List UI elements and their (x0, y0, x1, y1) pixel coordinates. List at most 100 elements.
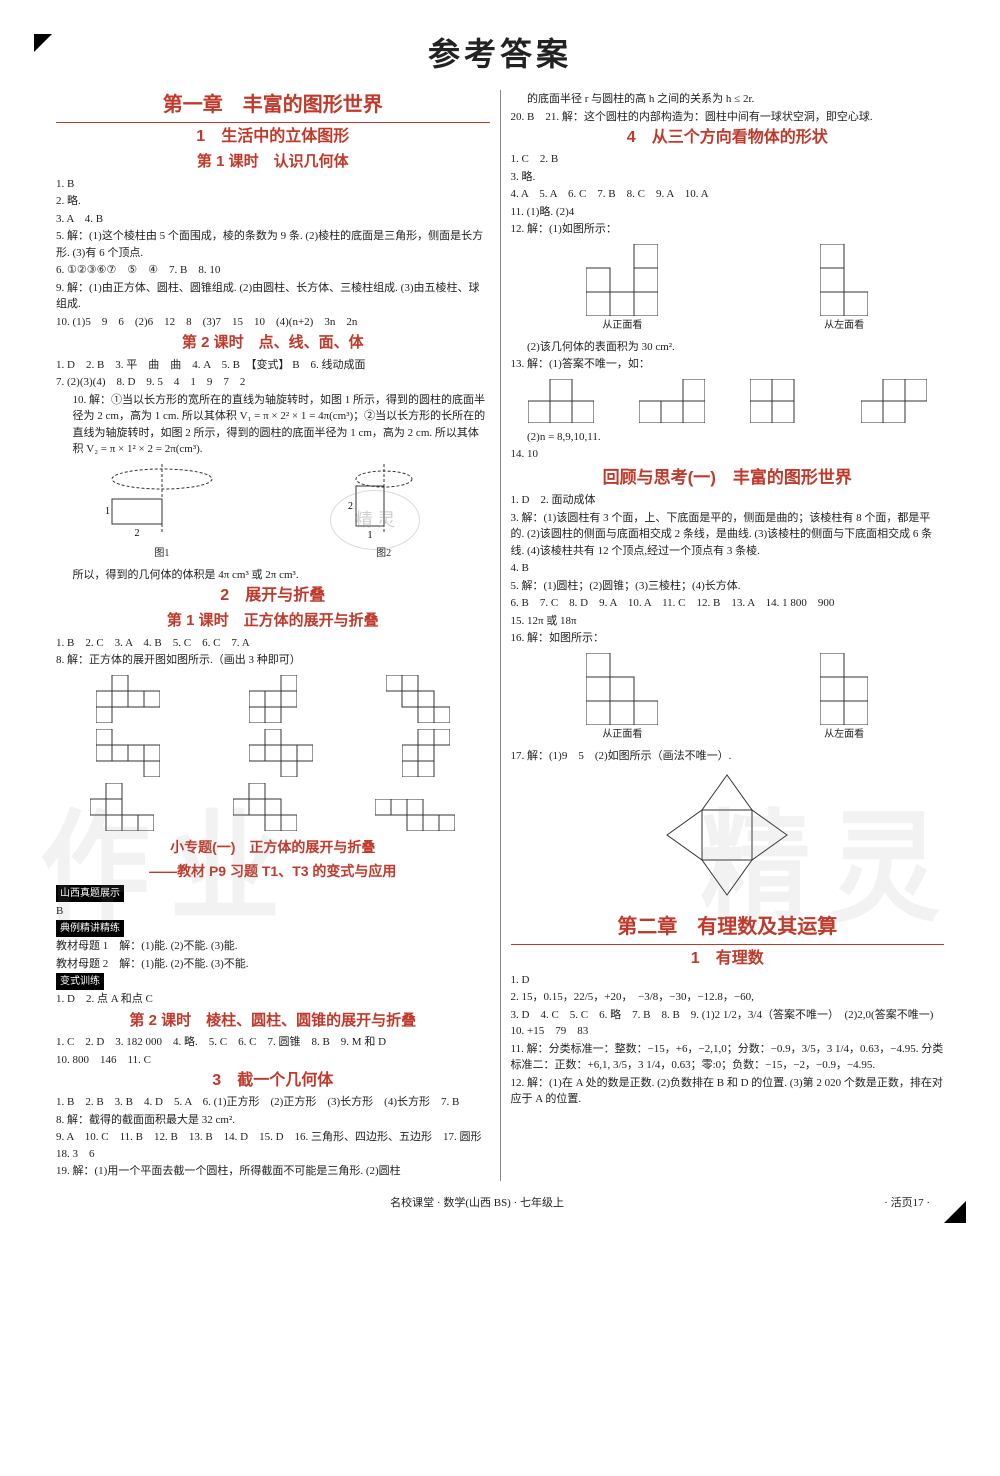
subtopic-title-2: ——教材 P9 习题 T1、T3 的变式与应用 (56, 861, 490, 882)
net-row-3 (56, 783, 490, 831)
ans-line: 1. D 2. 点 A 和点 C (56, 991, 490, 1008)
ans-line: 7. (2)(3)(4) 8. D 9. 5 4 1 9 7 2 (56, 374, 490, 391)
ans-line: 16. 解：如图所示： (511, 630, 945, 647)
cube-net (249, 729, 313, 777)
fig2-svg: 2 1 (309, 464, 459, 544)
ans-line: 13. 解：(1)答案不唯一，如： (511, 356, 945, 373)
cube-net (96, 729, 160, 777)
svg-text:1: 1 (367, 530, 372, 541)
ans-line: 教材母题 2 解：(1)能. (2)不能. (3)不能. (56, 956, 490, 973)
q13-v2 (639, 379, 705, 423)
ans-line: 6. ①②③⑥⑦ ⑤ ④ 7. B 8. 10 (56, 262, 490, 279)
ans-line: (2)n = 8,9,10,11. (511, 429, 945, 446)
net-row-2 (56, 729, 490, 777)
q13-v4 (861, 379, 927, 423)
lesson-1-1-title: 第 1 课时 认识几何体 (56, 151, 490, 174)
two-column-layout: 第一章 丰富的图形世界 1 生活中的立体图形 第 1 课时 认识几何体 1. B… (50, 90, 950, 1181)
ans-line: 15. 12π 或 18π (511, 613, 945, 630)
q16-left: 从左面看 (820, 653, 868, 742)
chapter-2-title: 第二章 有理数及其运算 (511, 912, 945, 945)
ans-line: 6. B 7. C 8. D 9. A 10. A 11. C 12. B 13… (511, 595, 945, 612)
fig2-caption: 图2 (309, 546, 459, 561)
right-column: 的底面半径 r 与圆柱的高 h 之间的关系为 h ≤ 2r. 20. B 21.… (501, 90, 951, 1181)
ans-line: (2)该几何体的表面积为 30 cm². (511, 339, 945, 356)
q13-v3 (750, 379, 816, 423)
cube-net (375, 799, 455, 831)
q16-views: 从正面看 从左面看 (511, 653, 945, 742)
caption-left-2: 从左面看 (820, 727, 868, 742)
ans-line: 9. A 10. C 11. B 12. B 13. B 14. D 15. D… (56, 1129, 490, 1162)
ans-line: 5. 解：(1)这个棱柱由 5 个面围成，棱的条数为 9 条. (2)棱柱的底面… (56, 228, 490, 261)
ans-line: 4. A 5. A 6. C 7. B 8. C 9. A 10. A (511, 186, 945, 203)
ans-line: 3. A 4. B (56, 211, 490, 228)
ans-line: 教材母题 1 解：(1)能. (2)不能. (3)能. (56, 938, 490, 955)
ans-line: 1. C 2. D 3. 182 000 4. 略. 5. C 6. C 7. … (56, 1034, 490, 1051)
ans-line: 8. 解：正方体的展开图如图所示.（画出 3 种即可） (56, 652, 490, 669)
ans-line: 所以，得到的几何体的体积是 4π cm³ 或 2π cm³. (56, 567, 490, 584)
tag-shanxi: 山西真题展示 (56, 885, 124, 902)
tag-example: 典例精讲精练 (56, 920, 124, 937)
ans-line: 4. B (511, 560, 945, 577)
ch2-section-1-title: 1 有理数 (511, 947, 945, 971)
review-title: 回顾与思考(一) 丰富的图形世界 (511, 465, 945, 491)
tag-line: 典例精讲精练 (56, 920, 490, 937)
ans-line: 17. 解：(1)9 5 (2)如图所示（画法不唯一）. (511, 748, 945, 765)
cube-net (90, 783, 154, 831)
ans-line: 的底面半径 r 与圆柱的高 h 之间的关系为 h ≤ 2r. (511, 91, 945, 108)
figure-1: 1 2 图1 (87, 464, 237, 561)
svg-text:2: 2 (134, 528, 139, 539)
svg-text:1: 1 (105, 506, 110, 517)
tag-line: 变式训练 (56, 973, 490, 990)
ans-line: 2. 15，0.15，22/5，+20， −3/8，−30，−12.8，−60, (511, 989, 945, 1006)
corner-top-left (34, 34, 52, 52)
q16-left-svg (820, 653, 868, 725)
footer-right: · 活页17 · (884, 1195, 930, 1212)
ans-line: 20. B 21. 解：这个圆柱的内部构造为：圆柱中间有一球状空洞，即空心球. (511, 109, 945, 126)
ans-line: 1. B 2. C 3. A 4. B 5. C 6. C 7. A (56, 635, 490, 652)
q17-svg (647, 770, 807, 900)
q12-left: 从左面看 (820, 244, 868, 333)
page-footer: 名校课堂 · 数学(山西 BS) · 七年级上 · 活页17 · (50, 1195, 950, 1212)
lesson-1-2-title: 第 2 课时 点、线、面、体 (56, 332, 490, 355)
ans-line: 8. 解：截得的截面面积最大是 32 cm². (56, 1112, 490, 1129)
ans-line: 5. 解：(1)圆柱；(2)圆锥；(3)三棱柱；(4)长方体. (511, 578, 945, 595)
ans-line: 11. 解：分类标准一：整数：−15，+6，−2,1,0；分数：−0.9，3/5… (511, 1041, 945, 1074)
ans-line: 12. 解：(1)如图所示： (511, 221, 945, 238)
ans-line: 1. D 2. B 3. 平 曲 曲 4. A 5. B 【变式】 B 6. 线… (56, 357, 490, 374)
ans-line: 14. 10 (511, 446, 945, 463)
ans-line: 10. 800 146 11. C (56, 1052, 490, 1069)
lesson-2-2-title: 第 2 课时 棱柱、圆柱、圆锥的展开与折叠 (56, 1010, 490, 1033)
ans-line: B (56, 903, 490, 920)
chapter-1-title: 第一章 丰富的图形世界 (56, 90, 490, 123)
q13-v1 (528, 379, 594, 423)
ans-line: 19. 解：(1)用一个平面去截一个圆柱，所得截面不可能是三角形. (2)圆柱 (56, 1163, 490, 1180)
svg-text:2: 2 (348, 501, 353, 512)
section-2-title: 2 展开与折叠 (56, 584, 490, 608)
cube-net (233, 783, 297, 831)
tag-variant: 变式训练 (56, 973, 104, 990)
ans-line: 3. D 4. C 5. C 6. 略 7. B 8. B 9. (1)2 1/… (511, 1007, 945, 1040)
section-4-title: 4 从三个方向看物体的形状 (511, 126, 945, 150)
q12-left-svg (820, 244, 868, 316)
left-column: 第一章 丰富的图形世界 1 生活中的立体图形 第 1 课时 认识几何体 1. B… (50, 90, 501, 1181)
page-title: 参考答案 (50, 30, 950, 78)
caption-front-2: 从正面看 (586, 727, 658, 742)
q12-front: 从正面看 (586, 244, 658, 333)
ans-line: 1. C 2. B (511, 151, 945, 168)
caption-front: 从正面看 (586, 318, 658, 333)
ans-line: 3. 解：(1)该圆柱有 3 个面，上、下底面是平的，侧面是曲的；该棱柱有 8 … (511, 510, 945, 560)
q17-figure (511, 770, 945, 906)
ans-line: 1. B 2. B 3. B 4. D 5. A 6. (1)正方形 (2)正方… (56, 1094, 490, 1111)
ans-line: 3. 略. (511, 169, 945, 186)
caption-left: 从左面看 (820, 318, 868, 333)
subtopic-title-1: 小专题(一) 正方体的展开与折叠 (56, 837, 490, 858)
ans-line: 12. 解：(1)在 A 处的数是正数. (2)负数排在 B 和 D 的位置. … (511, 1075, 945, 1108)
section-3-title: 3 截一个几何体 (56, 1069, 490, 1093)
q12-views: 从正面看 从左面看 (511, 244, 945, 333)
net-row-1 (56, 675, 490, 723)
cube-net (402, 729, 450, 777)
ans-line: 1. D (511, 972, 945, 989)
lesson-2-1-title: 第 1 课时 正方体的展开与折叠 (56, 610, 490, 633)
corner-bottom-right (944, 1201, 966, 1223)
cube-nets (56, 675, 490, 831)
